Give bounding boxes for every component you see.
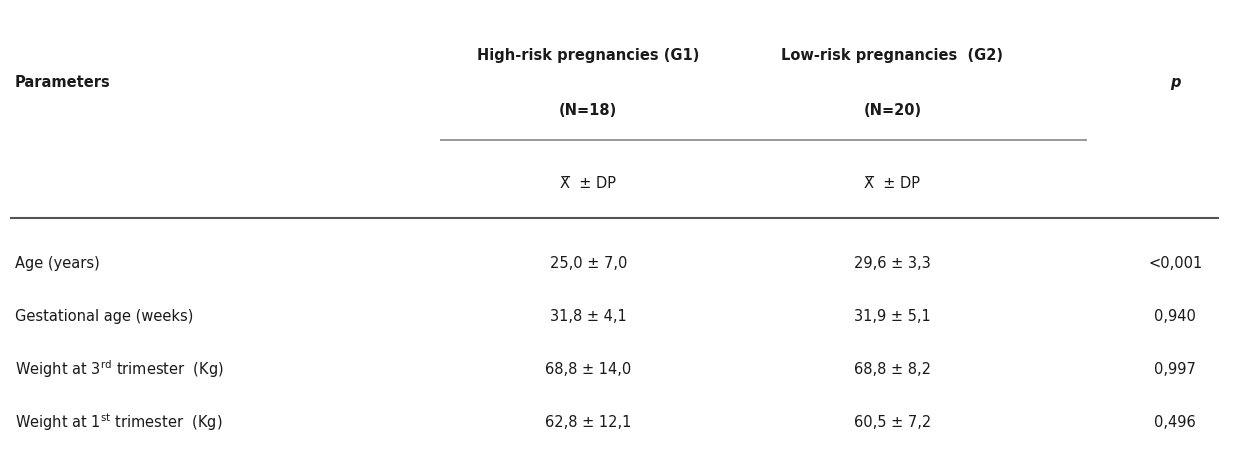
Text: 25,0 ± 7,0: 25,0 ± 7,0 — [549, 257, 627, 271]
Text: X̅  ± DP: X̅ ± DP — [865, 176, 920, 191]
Text: X̅  ± DP: X̅ ± DP — [561, 176, 616, 191]
Text: Weight at 1$^{\rm st}$ trimester  (Kg): Weight at 1$^{\rm st}$ trimester (Kg) — [15, 411, 222, 433]
Text: Low-risk pregnancies  (G2): Low-risk pregnancies (G2) — [782, 48, 1003, 62]
Text: 60,5 ± 7,2: 60,5 ± 7,2 — [854, 415, 931, 430]
Text: 0,496: 0,496 — [1154, 415, 1197, 430]
Text: Weight at 3$^{\rm rd}$ trimester  (Kg): Weight at 3$^{\rm rd}$ trimester (Kg) — [15, 358, 224, 381]
Text: 0,940: 0,940 — [1154, 309, 1197, 324]
Text: 0,997: 0,997 — [1154, 362, 1197, 377]
Text: Gestational age (weeks): Gestational age (weeks) — [15, 309, 194, 324]
Text: p: p — [1170, 75, 1180, 90]
Text: 68,8 ± 8,2: 68,8 ± 8,2 — [854, 362, 931, 377]
Text: 62,8 ± 12,1: 62,8 ± 12,1 — [546, 415, 631, 430]
Text: <0,001: <0,001 — [1148, 257, 1203, 271]
Text: (N=20): (N=20) — [864, 103, 921, 118]
Text: 31,8 ± 4,1: 31,8 ± 4,1 — [549, 309, 627, 324]
Text: 29,6 ± 3,3: 29,6 ± 3,3 — [854, 257, 931, 271]
Text: (N=18): (N=18) — [559, 103, 617, 118]
Text: 68,8 ± 14,0: 68,8 ± 14,0 — [546, 362, 631, 377]
Text: High-risk pregnancies (G1): High-risk pregnancies (G1) — [478, 48, 699, 62]
Text: Parameters: Parameters — [15, 75, 111, 90]
Text: 31,9 ± 5,1: 31,9 ± 5,1 — [854, 309, 931, 324]
Text: Age (years): Age (years) — [15, 257, 99, 271]
